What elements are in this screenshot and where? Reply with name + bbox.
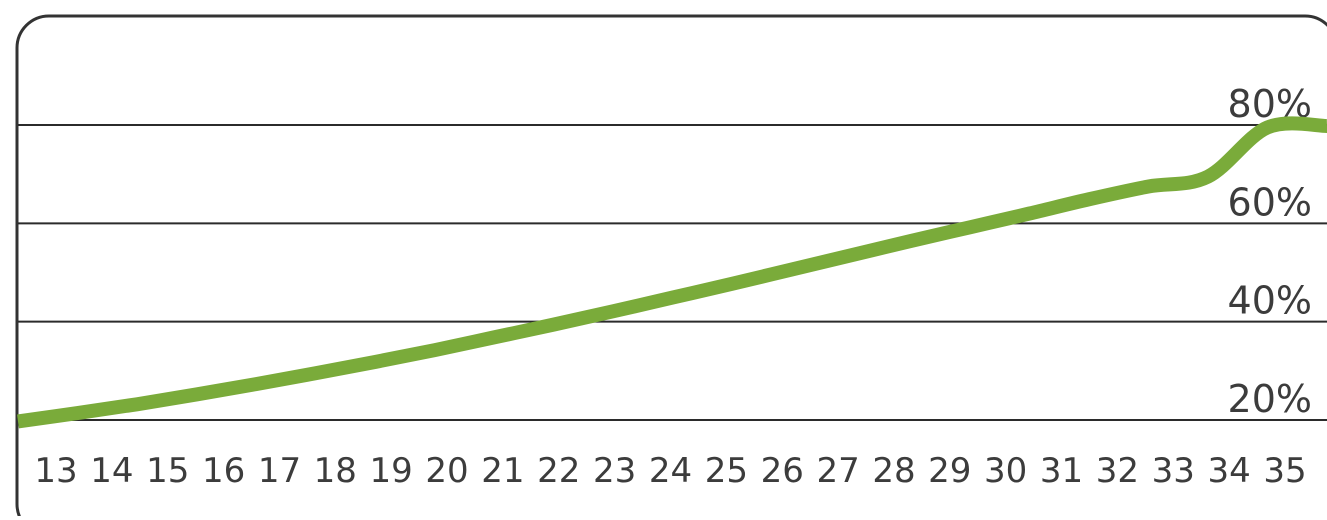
x-tick-label: 13 <box>34 451 77 491</box>
x-tick-label: 22 <box>537 451 580 491</box>
x-tick-label: 16 <box>202 451 245 491</box>
x-tick-label: 30 <box>984 451 1027 491</box>
x-tick-label: 24 <box>649 451 692 491</box>
chart-frame <box>17 16 1327 516</box>
x-tick-label: 25 <box>705 451 748 491</box>
x-axis-tick-labels: 13 14 15 16 17 18 19 20 21 22 23 24 25 26 27 28 29 30 31 32… <box>34 451 1306 491</box>
x-tick-label: 15 <box>146 451 189 491</box>
y-tick-label: 20% <box>1228 377 1312 421</box>
x-tick-label: 23 <box>593 451 636 491</box>
x-tick-label: 33 <box>1152 451 1195 491</box>
x-tick-label: 28 <box>872 451 915 491</box>
x-tick-label: 20 <box>425 451 468 491</box>
x-tick-label: 35 <box>1263 451 1306 491</box>
x-tick-label: 19 <box>370 451 413 491</box>
y-tick-label: 40% <box>1228 279 1312 323</box>
x-tick-label: 32 <box>1096 451 1139 491</box>
x-tick-label: 29 <box>928 451 971 491</box>
x-tick-label: 34 <box>1208 451 1251 491</box>
x-tick-label: 14 <box>90 451 133 491</box>
x-tick-label: 21 <box>481 451 524 491</box>
x-tick-label: 31 <box>1040 451 1083 491</box>
x-tick-label: 26 <box>761 451 804 491</box>
y-tick-label: 60% <box>1228 180 1312 224</box>
x-tick-label: 27 <box>816 451 859 491</box>
x-tick-label: 17 <box>258 451 301 491</box>
x-tick-label: 18 <box>314 451 357 491</box>
